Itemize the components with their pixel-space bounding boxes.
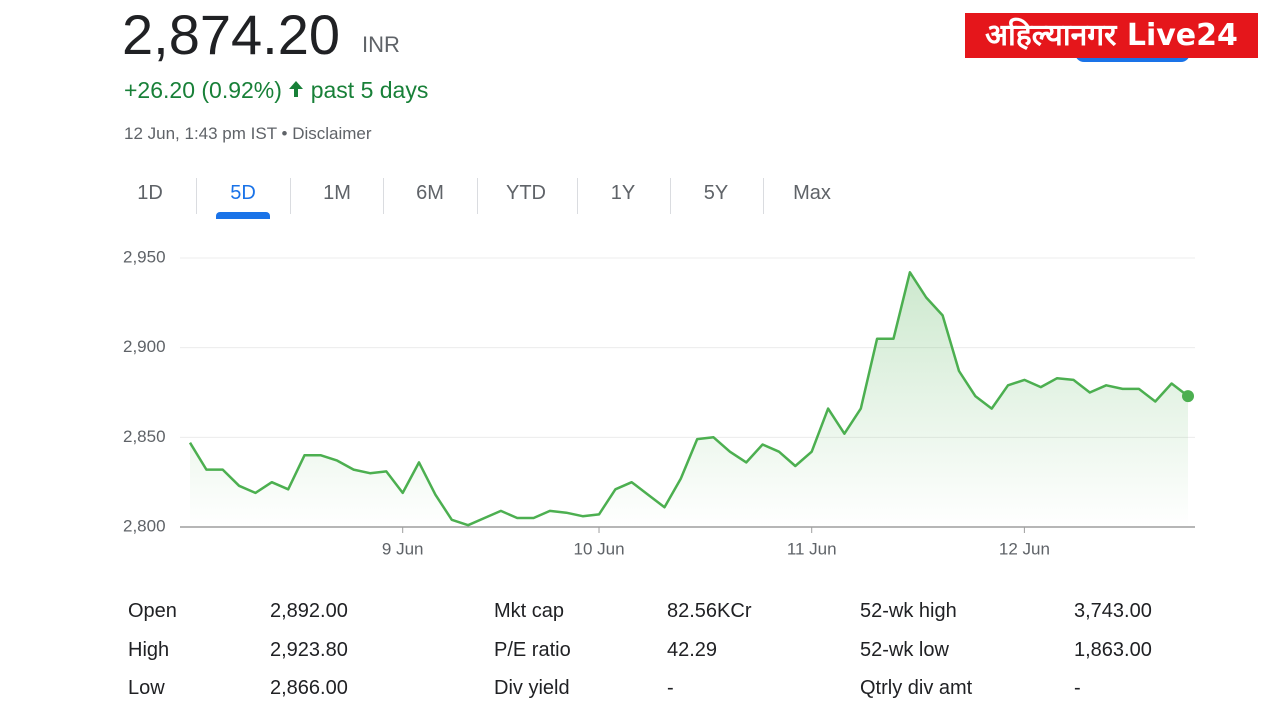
tab[interactable]: 5Y: [703, 182, 729, 204]
stat-value: 2,923.80: [270, 639, 348, 661]
stat-label: Low: [128, 677, 165, 699]
active-indicator: [216, 212, 270, 219]
stat-value: 1,863.00: [1074, 639, 1152, 661]
area: [190, 272, 1188, 527]
chart: 2,800 2,850 2,900 2,950 9 Jun 10 Jun 11 Jun 12 …: [123, 247, 1195, 558]
stat-value: 82.56KCr: [667, 600, 752, 622]
tab[interactable]: 1Y: [610, 182, 636, 204]
tab[interactable]: 1D: [137, 182, 163, 204]
change-value: +26.20 (0.92%): [124, 77, 282, 103]
y-tick-label: 2,850: [123, 427, 166, 446]
stat-label: Div yield: [494, 677, 570, 699]
tab-separator: [763, 178, 764, 214]
stat-value: 2,866.00: [270, 677, 348, 699]
timestamp: 12 Jun, 1:43 pm IST: [124, 124, 277, 143]
tab[interactable]: YTD: [506, 182, 546, 204]
tab[interactable]: 6M: [416, 182, 444, 204]
tab-separator: [383, 178, 384, 214]
stat-label: 52-wk low: [860, 639, 949, 661]
stat-label: Qtrly div amt: [860, 677, 973, 699]
y-tick-label: 2,950: [123, 247, 166, 266]
stat-label: P/E ratio: [494, 639, 571, 661]
logo-bg: [965, 13, 1258, 58]
stat-label: Open: [128, 600, 177, 622]
stat-value: 2,892.00: [270, 600, 348, 622]
tab[interactable]: 1M: [323, 182, 351, 204]
stat-value: -: [1074, 677, 1081, 699]
stat-value: -: [667, 677, 674, 699]
y-tick-label: 2,800: [123, 516, 166, 535]
price: 2,874.20: [122, 3, 340, 66]
tab-separator: [196, 178, 197, 214]
tab[interactable]: 5D: [230, 182, 256, 204]
x-tick-label: 10 Jun: [573, 539, 624, 558]
stat-label: High: [128, 639, 170, 661]
change: +26.20 (0.92%) past 5 days: [124, 77, 428, 104]
tab-separator: [290, 178, 291, 214]
stat-label: 52-wk high: [860, 600, 957, 622]
up-arrow: [289, 81, 304, 97]
y-tick-label: 2,900: [123, 337, 166, 356]
disclaimer[interactable]: Disclaimer: [292, 124, 372, 143]
x-tick-label: 12 Jun: [999, 539, 1050, 558]
line: [188, 271, 1189, 527]
logo: अहिल्यानगर Live24: [985, 18, 1238, 53]
stat-value: 42.29: [667, 639, 718, 661]
stat-value: 3,743.00: [1074, 600, 1152, 622]
tab-separator: [670, 178, 671, 214]
stat-label: Mkt cap: [494, 600, 565, 622]
x-tick-label: 11 Jun: [787, 539, 837, 558]
tab-separator: [477, 178, 478, 214]
last-point: [1182, 390, 1194, 403]
separator: •: [281, 124, 288, 143]
timestamp-line: 12 Jun, 1:43 pm IST • Disclaimer: [124, 124, 372, 144]
currency: INR: [362, 32, 400, 57]
tab[interactable]: Max: [793, 182, 831, 204]
tab-separator: [577, 178, 578, 214]
period: past 5 days: [310, 77, 429, 103]
x-tick-label: 9 Jun: [382, 539, 424, 558]
